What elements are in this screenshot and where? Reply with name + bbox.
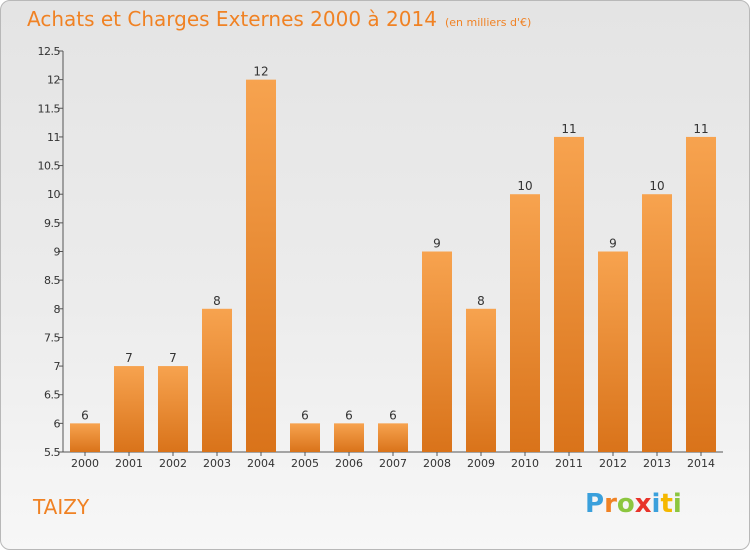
bar xyxy=(598,251,628,452)
bar-value-label: 6 xyxy=(81,408,89,422)
logo-letter: P xyxy=(585,489,605,519)
x-tick-label: 2008 xyxy=(423,457,451,470)
x-tick-label: 2006 xyxy=(335,457,363,470)
y-tick-label: 9 xyxy=(54,246,61,259)
x-tick-label: 2000 xyxy=(71,457,99,470)
x-tick-label: 2001 xyxy=(115,457,143,470)
bar xyxy=(466,308,496,452)
bar-value-label: 12 xyxy=(253,65,268,79)
bar-value-label: 10 xyxy=(517,179,532,193)
logo-letter: t xyxy=(660,489,673,519)
y-tick-label: 9.5 xyxy=(44,217,60,230)
town-name: TAIZY xyxy=(33,495,90,519)
bar xyxy=(554,136,584,452)
bar xyxy=(422,251,452,452)
bar-value-label: 7 xyxy=(125,351,133,365)
bar xyxy=(378,423,408,452)
x-tick-label: 2003 xyxy=(203,457,231,470)
bar-value-label: 11 xyxy=(693,122,708,136)
chart-unit: (en milliers d'€) xyxy=(444,16,532,29)
chart-title: Achats et Charges Externes 2000 à 2014 (e… xyxy=(27,7,531,31)
bar xyxy=(202,308,232,452)
x-tick-label: 2002 xyxy=(159,457,187,470)
y-tick-label: 8 xyxy=(54,303,61,316)
logo-letter: r xyxy=(604,489,617,519)
y-tick-label: 12.5 xyxy=(38,45,61,58)
y-tick-label: 11 xyxy=(47,131,60,144)
bar-value-label: 7 xyxy=(169,351,177,365)
bar-value-label: 8 xyxy=(477,294,485,308)
logo-letter: x xyxy=(634,489,652,519)
x-tick-label: 2013 xyxy=(643,457,671,470)
chart-title-text: Achats et Charges Externes 2000 à 2014 xyxy=(27,7,437,31)
y-tick-label: 7 xyxy=(54,360,61,373)
y-tick-label: 6 xyxy=(54,417,61,430)
y-tick-label: 8.5 xyxy=(44,274,60,287)
logo-letter: o xyxy=(616,489,635,519)
y-tick-label: 5.5 xyxy=(44,446,60,459)
bar-value-label: 6 xyxy=(301,408,309,422)
bar xyxy=(114,366,144,452)
y-tick-label: 12 xyxy=(47,74,60,87)
y-tick-label: 10 xyxy=(47,188,60,201)
x-tick-label: 2010 xyxy=(511,457,539,470)
bar xyxy=(686,136,716,452)
y-tick-label: 6.5 xyxy=(44,389,60,402)
bar xyxy=(334,423,364,452)
bar xyxy=(70,423,100,452)
x-tick-label: 2005 xyxy=(291,457,319,470)
bar xyxy=(246,79,276,453)
x-tick-label: 2004 xyxy=(247,457,275,470)
bar-value-label: 11 xyxy=(561,122,576,136)
bar xyxy=(290,423,320,452)
x-tick-label: 2009 xyxy=(467,457,495,470)
logo-letter: i xyxy=(672,489,682,519)
bar xyxy=(158,366,188,452)
x-tick-label: 2012 xyxy=(599,457,627,470)
proxiti-logo: Proxiti xyxy=(585,489,682,519)
bar-value-label: 6 xyxy=(345,408,353,422)
bar-value-label: 9 xyxy=(433,237,441,251)
y-tick-label: 10.5 xyxy=(38,160,61,173)
bar xyxy=(642,194,672,452)
bar-value-label: 6 xyxy=(389,408,397,422)
y-tick-label: 11.5 xyxy=(38,102,61,115)
x-tick-label: 2014 xyxy=(687,457,715,470)
x-tick-label: 2011 xyxy=(555,457,583,470)
x-tick-label: 2007 xyxy=(379,457,407,470)
logo-letter: i xyxy=(651,489,661,519)
bar-value-label: 10 xyxy=(649,179,664,193)
bar-value-label: 8 xyxy=(213,294,221,308)
y-tick-label: 7.5 xyxy=(44,331,60,344)
bar-value-label: 9 xyxy=(609,237,617,251)
bar xyxy=(510,194,540,452)
